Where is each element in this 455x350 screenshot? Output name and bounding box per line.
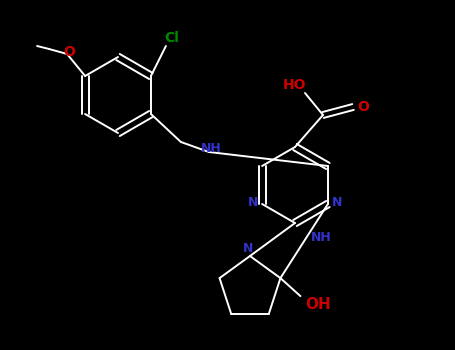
Text: NH: NH (311, 231, 332, 244)
Text: N: N (332, 196, 342, 209)
Text: Cl: Cl (164, 31, 179, 45)
Text: HO: HO (283, 78, 307, 92)
Text: O: O (357, 100, 369, 114)
Text: N: N (248, 196, 258, 209)
Text: N: N (243, 241, 253, 254)
Text: O: O (63, 45, 75, 59)
Text: NH: NH (201, 141, 221, 154)
Text: OH: OH (306, 296, 331, 312)
